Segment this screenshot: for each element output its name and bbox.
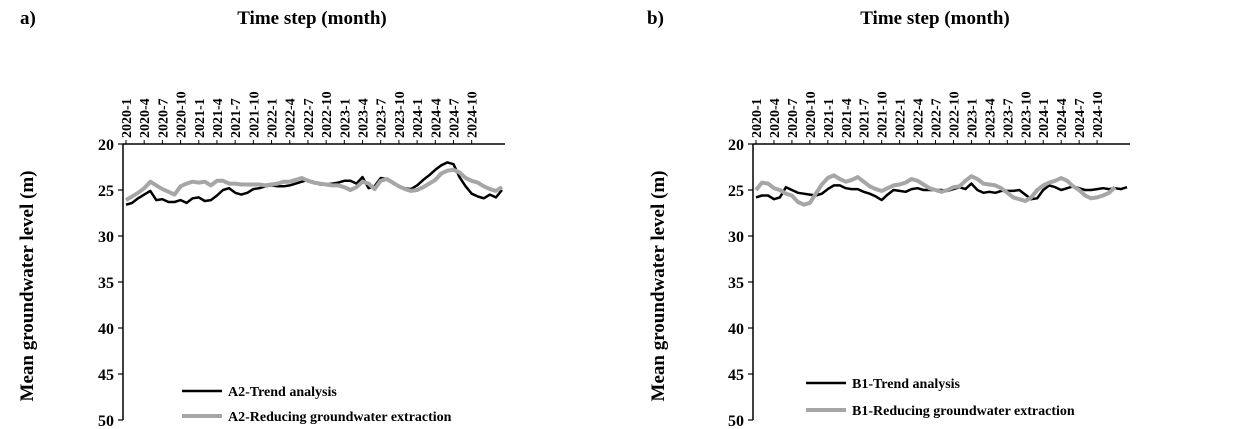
x-tick-label: 2021-4 [211,98,226,138]
x-tick-label: 2022-4 [912,98,927,138]
axes [118,140,505,421]
x-tick-label: 2021-7 [858,98,873,138]
x-tick-label: 2020-10 [175,91,190,138]
y-tick-label: 40 [98,321,114,338]
y-tick-label: 20 [728,137,744,154]
x-tick-label: 2020-7 [786,98,801,138]
legend-label: B1-Reducing groundwater extraction [852,404,1075,419]
x-tick-label: 2023-7 [1001,98,1016,138]
panel-label: a) [20,8,36,29]
legend-label: B1-Trend analysis [852,377,961,392]
x-tick-label: 2024-10 [1091,91,1106,138]
legend-label: A2-Reducing groundwater extraction [228,410,452,425]
x-tick-label: 2024-4 [429,98,444,138]
x-tick-label: 2024-7 [447,98,462,138]
x-tick-label: 2021-10 [247,91,262,138]
series-line-1 [754,173,1117,207]
x-tick-label: 2021-7 [229,98,244,138]
x-tick-label: 2023-1 [965,98,980,138]
y-axis-title: Mean groundwater level (m) [17,171,38,402]
panel-a: a) Time step (month) Mean groundwater le… [17,8,505,429]
series-group [124,161,504,206]
y-tick-labels: 20 25 30 35 40 45 50 [98,137,114,429]
x-tick-label: 2022-1 [266,98,281,138]
x-axis-title: Time step (month) [860,8,1010,29]
series-line-1 [124,167,504,202]
series-group [754,173,1128,207]
x-tick-label: 2020-4 [138,98,153,138]
legend: B1-Trend analysis B1-Reducing groundwater… [806,377,1075,419]
x-tick-label: 2020-7 [156,98,171,138]
x-tick-label: 2020-1 [750,98,765,138]
x-tick-label: 2024-1 [1037,98,1052,138]
y-tick-label: 25 [728,183,744,200]
x-tick-label: 2020-4 [768,98,783,138]
x-tick-label: 2023-4 [983,98,998,138]
y-tick-label: 30 [98,229,114,246]
x-tick-label: 2020-1 [120,98,135,138]
y-tick-label: 50 [728,413,744,429]
x-tick-label: 2023-4 [357,98,372,138]
x-tick-labels: 2020-1 2020-4 2020-7 2020-10 2021-1 2021-4 202… [750,91,1106,138]
x-tick-label: 2021-4 [840,98,855,138]
legend-label: A2-Trend analysis [228,385,337,400]
x-tick-label: 2021-1 [822,98,837,138]
panel-label: b) [647,8,664,29]
y-tick-label: 45 [728,367,744,384]
y-tick-label: 30 [728,229,744,246]
x-tick-label: 2022-10 [947,91,962,138]
x-tick-label: 2022-7 [930,98,945,138]
x-tick-label: 2022-10 [320,91,335,138]
y-tick-label: 40 [728,321,744,338]
y-tick-labels: 20 25 30 35 40 45 50 [728,137,744,429]
x-tick-label: 2023-7 [375,98,390,138]
x-tick-label: 2022-4 [284,98,299,138]
x-tick-label: 2023-1 [338,98,353,138]
y-tick-label: 20 [98,137,114,154]
x-tick-label: 2024-10 [466,91,481,138]
x-tick-label: 2020-10 [804,91,819,138]
y-tick-label: 35 [728,275,744,292]
x-tick-label: 2021-1 [193,98,208,138]
axes [748,140,1130,421]
x-tick-label: 2021-10 [876,91,891,138]
x-tick-label: 2023-10 [393,91,408,138]
x-tick-label: 2024-1 [411,98,426,138]
x-tick-label: 2022-1 [894,98,909,138]
y-tick-label: 35 [98,275,114,292]
x-tick-label: 2022-7 [302,98,317,138]
x-tick-label: 2024-7 [1073,98,1088,138]
x-axis-title: Time step (month) [237,8,387,29]
y-tick-label: 50 [98,413,114,429]
x-tick-label: 2024-4 [1055,98,1070,138]
legend: A2-Trend analysis A2-Reducing groundwater… [182,385,452,425]
y-tick-label: 25 [98,183,114,200]
x-tick-label: 2023-10 [1019,91,1034,138]
panel-b: b) Time step (month) Mean groundwater le… [647,8,1130,429]
y-tick-label: 45 [98,367,114,384]
x-tick-labels: 2020-1 2020-4 2020-7 2020-10 2021-1 2021-4 202… [120,91,481,138]
y-axis-title: Mean groundwater level (m) [648,171,669,402]
